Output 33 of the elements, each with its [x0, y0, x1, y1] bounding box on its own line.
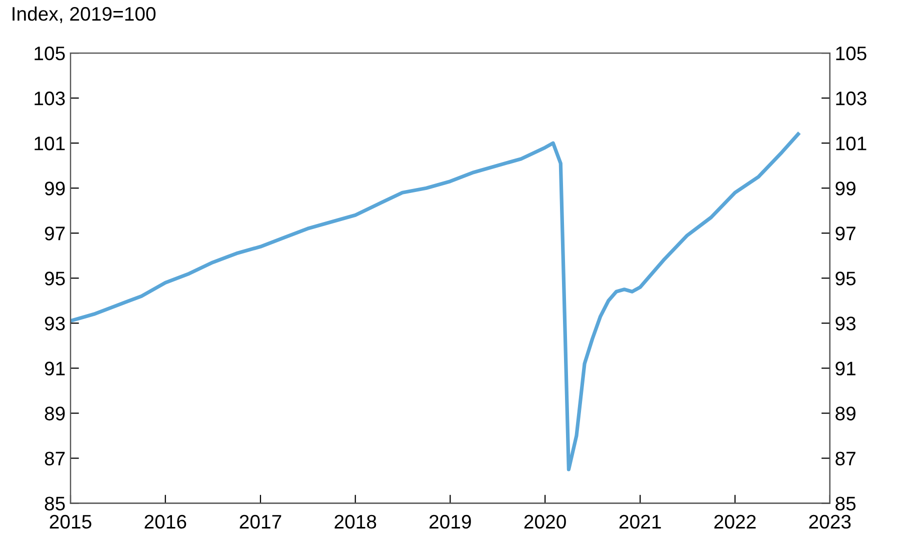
x-tick-label: 2022 [714, 514, 756, 529]
y2-tick-label: 89 [836, 406, 856, 420]
y2-tick-label: 101 [836, 136, 866, 150]
y2-tick-label: 105 [836, 46, 866, 60]
y2-tick-label: 103 [836, 92, 866, 106]
x-tick-label: 2016 [144, 514, 186, 529]
x-tick-label: 2021 [620, 514, 661, 529]
y2-tick-label: 93 [836, 316, 856, 330]
y-tick-label: 93 [44, 316, 65, 330]
x-tick-label: 2023 [809, 514, 851, 529]
y2-tick-label: 97 [836, 226, 856, 240]
y-tick-label: 105 [34, 46, 65, 60]
y-tick-label: 87 [44, 452, 65, 466]
y-tick-label: 101 [34, 136, 65, 150]
y-tick-label: 85 [44, 496, 65, 510]
line-series [70, 132, 800, 472]
x-tick-label: 2015 [50, 514, 92, 529]
y2-tick-label: 85 [836, 496, 856, 510]
y-tick-label: 95 [44, 272, 65, 286]
y-tick-label: 103 [34, 92, 65, 106]
y-axis-title: Index, 2019=100 [12, 6, 156, 24]
x-tick-label: 2020 [524, 514, 566, 529]
y-tick-label: 97 [44, 226, 65, 240]
y2-tick-label: 99 [836, 182, 856, 196]
y-tick-label: 99 [44, 182, 65, 196]
y2-tick-label: 91 [836, 362, 856, 376]
y2-tick-label: 87 [836, 452, 856, 466]
y-tick-label: 91 [44, 362, 65, 376]
x-tick-label: 2018 [334, 514, 376, 529]
y2-tick-label: 95 [836, 272, 856, 286]
y-tick-label: 89 [44, 406, 65, 420]
x-tick-label: 2017 [240, 514, 282, 529]
x-tick-label: 2019 [430, 514, 471, 529]
